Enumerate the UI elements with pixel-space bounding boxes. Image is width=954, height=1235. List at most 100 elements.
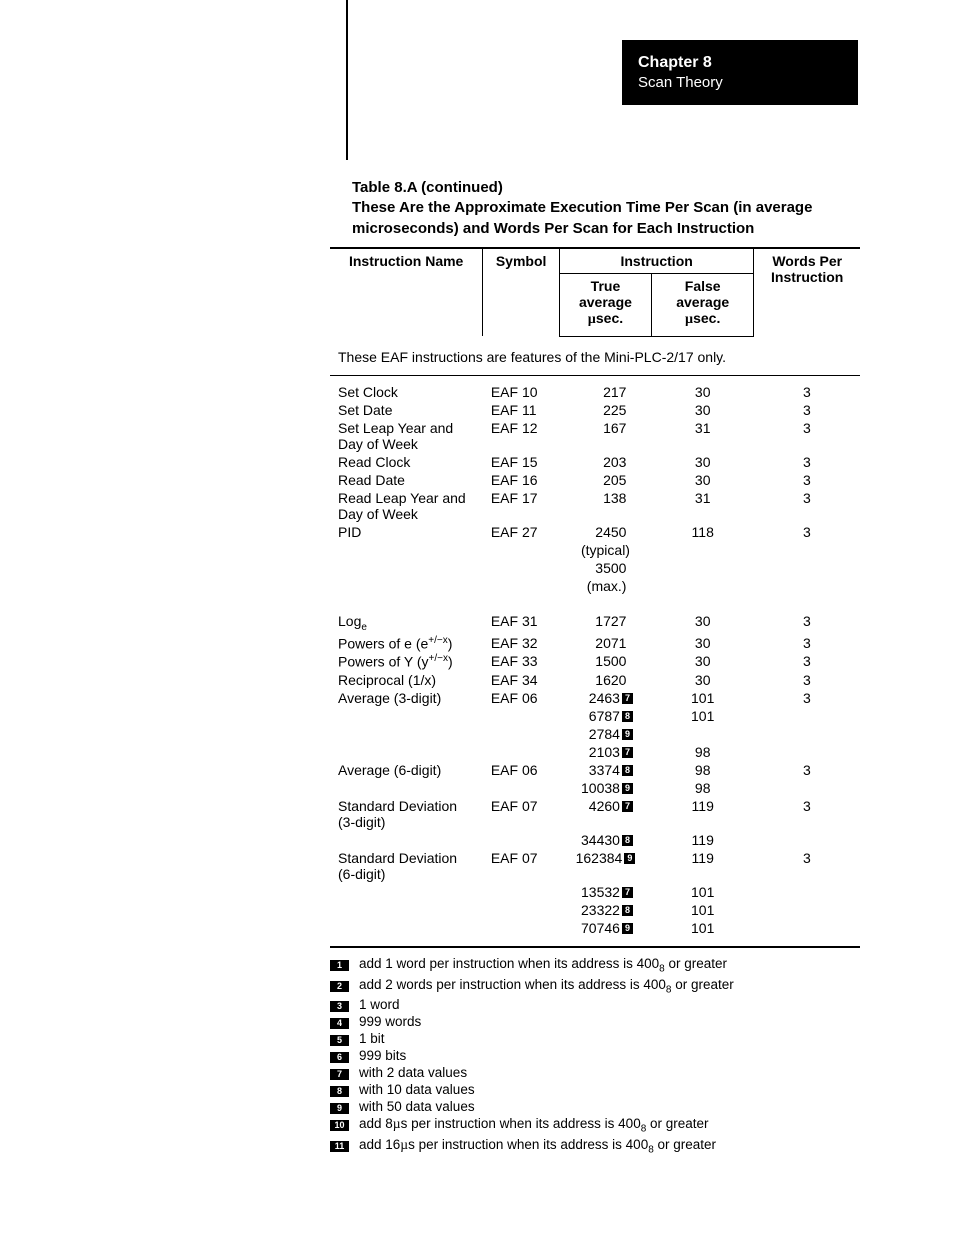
cell-words: 3 xyxy=(754,453,860,471)
content-area: Table 8.A (continued) These Are the Appr… xyxy=(330,178,860,1158)
cell-false: 30 xyxy=(652,634,754,653)
footnote-text: add 8µs per instruction when its address… xyxy=(359,1116,709,1135)
cell-true: 1623849 xyxy=(559,849,651,883)
table-row: 3500 xyxy=(330,559,860,577)
cell-false xyxy=(652,725,754,743)
cell-instruction-name: Read Leap Year and Day of Week xyxy=(330,489,483,523)
cell-words: 3 xyxy=(754,652,860,671)
cell-instruction-name: Average (3-digit) xyxy=(330,689,483,707)
cell-words xyxy=(754,725,860,743)
cell-words: 3 xyxy=(754,489,860,523)
footnote-row: 9with 50 data values xyxy=(330,1099,860,1114)
cell-false: 119 xyxy=(652,849,754,883)
cell-symbol xyxy=(483,779,560,797)
cell-symbol: EAF 27 xyxy=(483,523,560,541)
cell-false: 98 xyxy=(652,779,754,797)
cell-symbol: EAF 06 xyxy=(483,761,560,779)
footnote-row: 7 with 2 data values xyxy=(330,1065,860,1080)
footnote-ref: 8 xyxy=(622,835,633,846)
cell-false: 30 xyxy=(652,671,754,689)
footnote-text: with 2 data values xyxy=(359,1065,467,1080)
cell-words xyxy=(754,919,860,947)
cell-true: 100389 xyxy=(559,779,651,797)
cell-symbol xyxy=(483,919,560,947)
cell-true: 344308 xyxy=(559,831,651,849)
cell-words: 3 xyxy=(754,797,860,831)
cell-words: 3 xyxy=(754,671,860,689)
cell-instruction-name xyxy=(330,743,483,761)
cell-false: 101 xyxy=(652,919,754,947)
cell-symbol: EAF 15 xyxy=(483,453,560,471)
cell-instruction-name xyxy=(330,577,483,595)
th-symbol: Symbol xyxy=(483,248,560,337)
cell-words xyxy=(754,779,860,797)
footnote-ref: 7 xyxy=(622,693,633,704)
cell-instruction-name xyxy=(330,831,483,849)
footnote-text: 1 bit xyxy=(359,1031,385,1046)
footnote-row: 4999 words xyxy=(330,1014,860,1029)
cell-true: 67878 xyxy=(559,707,651,725)
footnote-row: 1 add 1 word per instruction when its add… xyxy=(330,956,860,975)
cell-instruction-name: Reciprocal (1/x) xyxy=(330,671,483,689)
cell-true: (max.) xyxy=(559,577,651,595)
cell-symbol: EAF 12 xyxy=(483,419,560,453)
cell-words: 3 xyxy=(754,401,860,419)
footnote-ref: 9 xyxy=(622,783,633,794)
footnote-text: 1 word xyxy=(359,997,400,1012)
cell-false: 98 xyxy=(652,761,754,779)
th-instruction: Instruction xyxy=(559,248,753,274)
footnote-ref: 9 xyxy=(622,923,633,934)
table-row: 344308119 xyxy=(330,831,860,849)
cell-symbol: EAF 31 xyxy=(483,595,560,634)
cell-true: 21037 xyxy=(559,743,651,761)
cell-false: 101 xyxy=(652,689,754,707)
footnote-row: 31 word xyxy=(330,997,860,1012)
footnote-ref: 7 xyxy=(622,801,633,812)
caption-line-2: These Are the Approximate Execution Time… xyxy=(352,199,812,236)
footnote-ref: 9 xyxy=(624,853,635,864)
cell-symbol: EAF 07 xyxy=(483,797,560,831)
footnote-text: 999 bits xyxy=(359,1048,406,1063)
cell-false xyxy=(652,541,754,559)
table-row: 27849 xyxy=(330,725,860,743)
footnote-text: with 50 data values xyxy=(359,1099,475,1114)
cell-true: 3500 xyxy=(559,559,651,577)
footnote-number: 7 xyxy=(330,1069,349,1080)
cell-false: 30 xyxy=(652,401,754,419)
footnote-ref: 8 xyxy=(622,765,633,776)
cell-instruction-name: Set Leap Year and Day of Week xyxy=(330,419,483,453)
cell-symbol: EAF 32 xyxy=(483,634,560,653)
cell-false: 30 xyxy=(652,471,754,489)
cell-true: 33748 xyxy=(559,761,651,779)
cell-symbol xyxy=(483,541,560,559)
table-row: (max.) xyxy=(330,577,860,595)
cell-symbol: EAF 16 xyxy=(483,471,560,489)
footnote-number: 6 xyxy=(330,1052,349,1063)
footnote-number: 4 xyxy=(330,1018,349,1029)
footnote-text: with 10 data values xyxy=(359,1082,475,1097)
cell-instruction-name xyxy=(330,725,483,743)
footnote-row: 10add 8µs per instruction when its addre… xyxy=(330,1116,860,1135)
footnote-ref: 8 xyxy=(622,905,633,916)
cell-instruction-name: Read Date xyxy=(330,471,483,489)
cell-words: 3 xyxy=(754,595,860,634)
footnote-text: add 1 word per instruction when its addr… xyxy=(359,956,727,975)
table-row: Set Leap Year and Day of WeekEAF 1216731… xyxy=(330,419,860,453)
cell-words xyxy=(754,831,860,849)
cell-false xyxy=(652,559,754,577)
footnote-number: 1 xyxy=(330,960,349,971)
cell-instruction-name: Set Date xyxy=(330,401,483,419)
cell-true: 138 xyxy=(559,489,651,523)
cell-instruction-name: Set Clock xyxy=(330,375,483,401)
cell-instruction-name xyxy=(330,541,483,559)
cell-words xyxy=(754,883,860,901)
cell-words xyxy=(754,559,860,577)
cell-true: 217 xyxy=(559,375,651,401)
cell-true: 167 xyxy=(559,419,651,453)
cell-true: 135327 xyxy=(559,883,651,901)
cell-false: 30 xyxy=(652,453,754,471)
table-row: Read DateEAF 16205303 xyxy=(330,471,860,489)
table-row: PIDEAF 2724501183 xyxy=(330,523,860,541)
table-row: 135327101 xyxy=(330,883,860,901)
cell-true: 27849 xyxy=(559,725,651,743)
